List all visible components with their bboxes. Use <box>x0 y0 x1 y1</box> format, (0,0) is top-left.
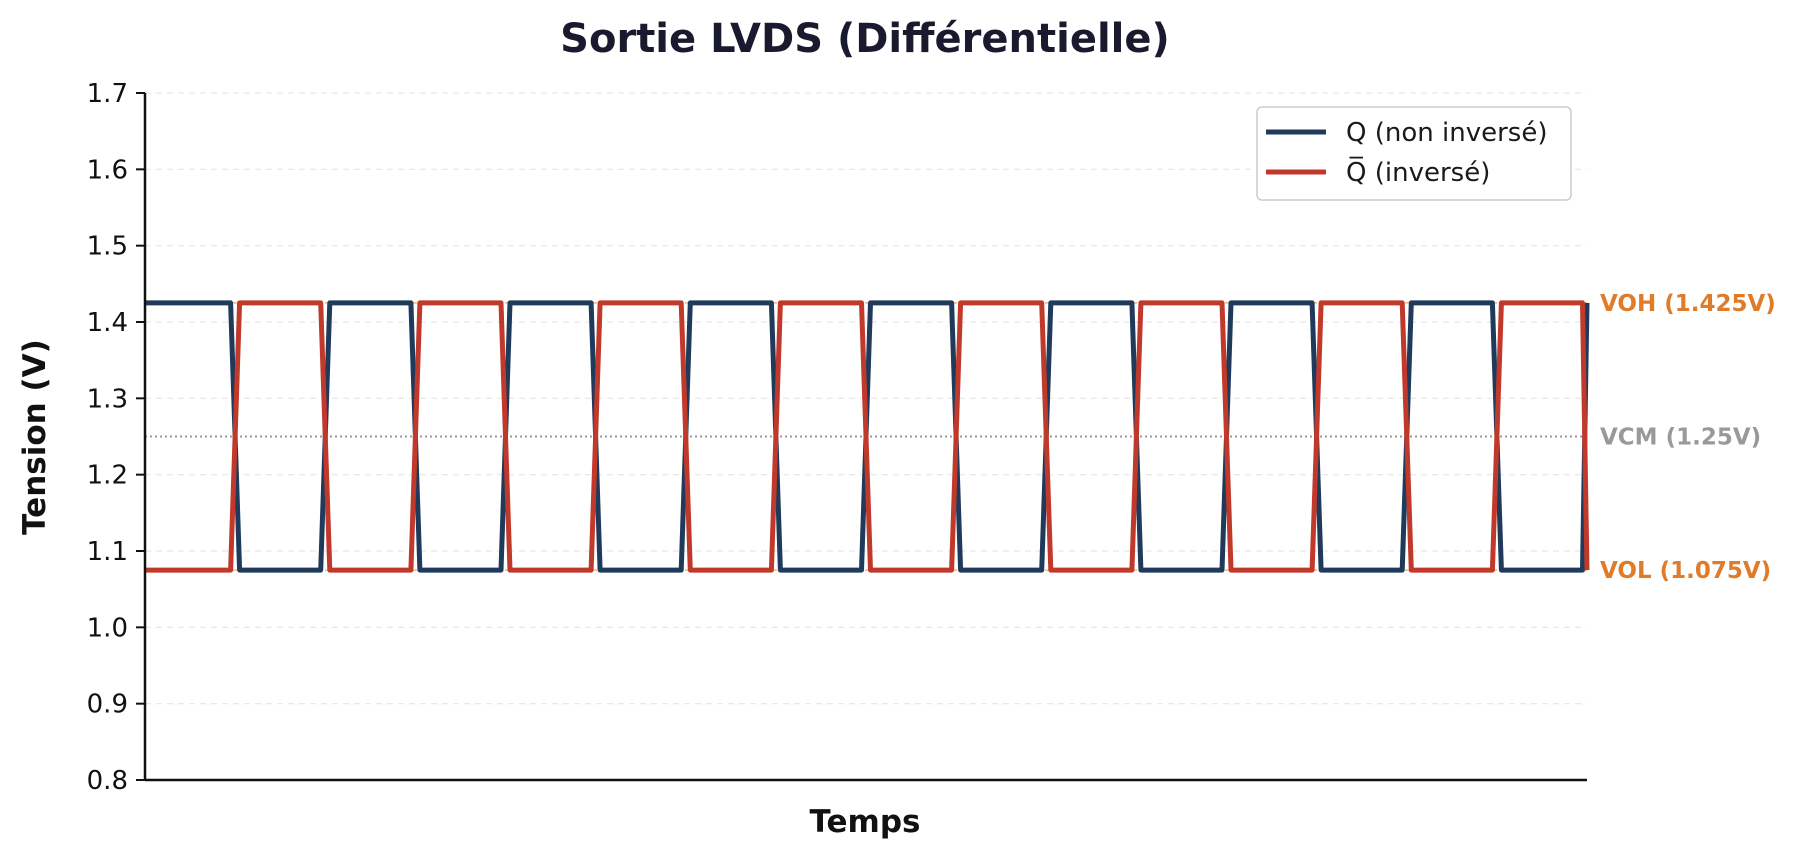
reference-labels: VOH (1.425V) VCM (1.25V) VOL (1.075V) <box>1600 291 1776 584</box>
y-tick-label: 1.2 <box>87 461 128 491</box>
y-tick-label: 0.9 <box>87 690 128 720</box>
y-ticks: 0.8 0.9 1.0 1.1 1.2 1.3 1.4 1.5 1.6 1.7 <box>87 79 145 796</box>
reference-label: VOL (1.075V) <box>1600 558 1771 584</box>
legend-box <box>1256 106 1572 201</box>
legend-label-qbar: Q̅ (inversé) <box>1346 156 1490 188</box>
y-tick-label: 1.3 <box>87 384 128 414</box>
y-tick-label: 0.8 <box>87 766 128 796</box>
series-q-line <box>145 300 1590 573</box>
grid <box>145 92 1587 781</box>
y-tick-label: 1.1 <box>87 537 128 567</box>
series-qbar-line <box>145 300 1590 573</box>
y-tick-label: 1.0 <box>87 613 128 643</box>
y-tick-label: 1.4 <box>87 308 128 338</box>
y-tick-label: 1.5 <box>87 232 128 262</box>
legend: Q (non inversé) Q̅ (inversé) <box>1256 106 1572 201</box>
y-tick-label: 1.6 <box>87 155 128 185</box>
y-axis-label: Tension (V) <box>17 339 53 535</box>
chart-title: Sortie LVDS (Différentielle) <box>560 16 1170 62</box>
reference-label: VOH (1.425V) <box>1600 291 1776 317</box>
series-group <box>145 300 1590 573</box>
y-tick-label: 1.7 <box>87 79 128 109</box>
x-axis-label: Temps <box>810 804 921 840</box>
reference-label: VCM (1.25V) <box>1600 425 1761 451</box>
legend-label-q: Q (non inversé) <box>1346 118 1547 148</box>
